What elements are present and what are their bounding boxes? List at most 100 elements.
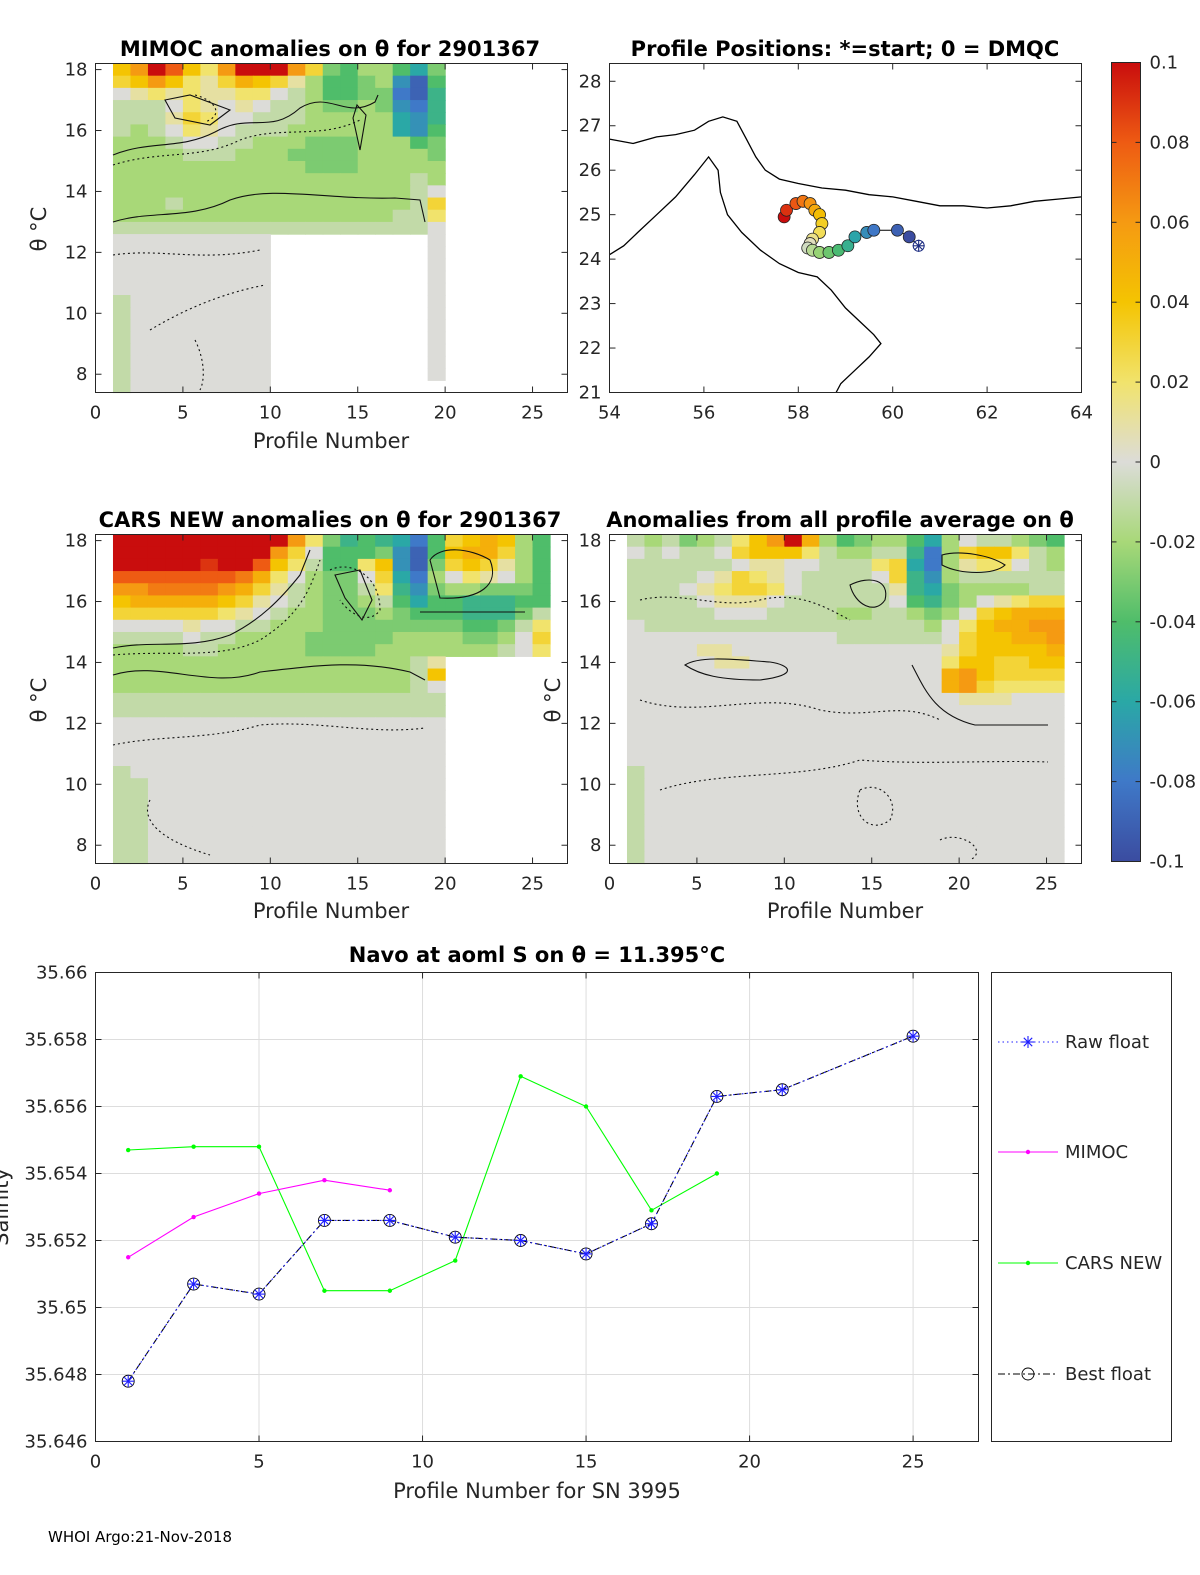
cars-cell — [165, 571, 184, 584]
mimoc-cell — [182, 197, 201, 211]
avg-cell — [784, 753, 803, 767]
mimoc-cell — [182, 343, 201, 357]
cars-cell — [200, 778, 219, 791]
avg-cell — [801, 607, 820, 621]
avg-cell — [1029, 534, 1048, 548]
avg-cell — [626, 607, 646, 621]
positions-xtick-label: 60 — [881, 403, 904, 424]
avg-cell — [906, 607, 925, 621]
avg-panel: Anomalies from all profile average on θ … — [541, 508, 1082, 923]
avg-cell — [731, 571, 750, 584]
avg-cell — [1011, 851, 1030, 865]
avg-cell — [836, 571, 855, 584]
cars-cell — [410, 668, 429, 682]
mimoc-heatmap-cells — [112, 63, 446, 394]
mimoc-cell — [305, 160, 324, 174]
cars-cell — [130, 692, 149, 706]
avg-cell — [1011, 790, 1030, 804]
avg-cell — [801, 692, 820, 706]
cars-cell — [392, 778, 411, 791]
avg-cell — [644, 851, 663, 865]
cars-cell — [200, 741, 219, 755]
avg-cell — [1046, 826, 1065, 840]
cars-cell — [270, 802, 289, 816]
cars-cell — [182, 790, 201, 804]
avg-cell — [1046, 741, 1065, 755]
cars-cell — [287, 607, 306, 621]
avg-cell — [819, 644, 838, 657]
avg-contours — [639, 552, 1049, 861]
avg-cell — [959, 705, 978, 718]
series-mimoc — [126, 1178, 393, 1260]
avg-cell — [889, 753, 908, 767]
cars-cell — [270, 790, 289, 804]
positions-axes-box — [609, 63, 1082, 393]
avg-cell — [1046, 571, 1065, 584]
avg-cell — [784, 826, 803, 840]
cars-cell — [130, 644, 149, 657]
cars-cell — [340, 595, 359, 609]
avg-cell — [679, 802, 698, 816]
cars-cell — [480, 558, 499, 572]
mimoc-cell — [235, 307, 254, 320]
avg-cell — [731, 753, 750, 767]
avg-cell — [731, 814, 750, 828]
avg-cell — [679, 705, 698, 718]
avg-cell — [854, 571, 873, 584]
cars-cell — [322, 607, 341, 621]
cars-cell — [235, 656, 254, 670]
avg-cell — [889, 766, 908, 779]
cars-cell — [182, 741, 201, 755]
avg-cell — [854, 814, 873, 828]
cars-cell — [147, 656, 167, 670]
cars-cell — [410, 644, 429, 657]
cars-cell — [112, 717, 132, 731]
data-point — [645, 1217, 658, 1230]
avg-cell — [819, 741, 838, 755]
cars-cell — [375, 546, 394, 560]
cars-cell — [165, 534, 184, 548]
avg-cell — [854, 717, 873, 731]
mimoc-cell — [182, 124, 201, 138]
cars-cell — [480, 546, 499, 560]
avg-cell — [836, 814, 855, 828]
avg-cell — [679, 558, 698, 572]
avg-cell — [1046, 595, 1065, 609]
cars-cell — [410, 717, 429, 731]
cars-cell — [147, 607, 167, 621]
cars-cell — [515, 607, 534, 621]
mimoc-cell — [165, 343, 184, 357]
legend-marker — [1025, 1149, 1031, 1155]
avg-cell — [924, 558, 943, 572]
mimoc-cell — [165, 160, 184, 174]
avg-cell — [819, 680, 838, 694]
avg-ytick-label: 16 — [579, 592, 602, 613]
mimoc-cell — [130, 234, 149, 247]
cars-cell — [375, 802, 394, 816]
avg-cell — [906, 631, 925, 645]
cars-cell — [130, 558, 149, 572]
data-point — [383, 1214, 396, 1227]
avg-cell — [854, 790, 873, 804]
avg-cell — [959, 814, 978, 828]
avg-cell — [749, 826, 768, 840]
cars-cell — [305, 753, 324, 767]
avg-cell — [1046, 692, 1065, 706]
avg-cell — [906, 729, 925, 743]
mimoc-cell — [270, 112, 289, 126]
cars-cell — [130, 583, 149, 597]
mimoc-cell — [252, 136, 271, 150]
mimoc-cell — [340, 112, 359, 126]
mimoc-cell — [252, 355, 271, 369]
avg-cell — [1029, 631, 1048, 645]
avg-cell — [679, 717, 698, 731]
cars-cell — [252, 546, 271, 560]
mimoc-cell — [182, 160, 201, 174]
mimoc-cell — [252, 270, 271, 284]
positions-ytick-label: 23 — [579, 294, 602, 315]
cars-contour-solid — [334, 569, 373, 622]
mimoc-cell — [322, 124, 341, 138]
data-point — [187, 1278, 200, 1291]
avg-cell — [784, 619, 803, 633]
avg-cell — [906, 717, 925, 731]
